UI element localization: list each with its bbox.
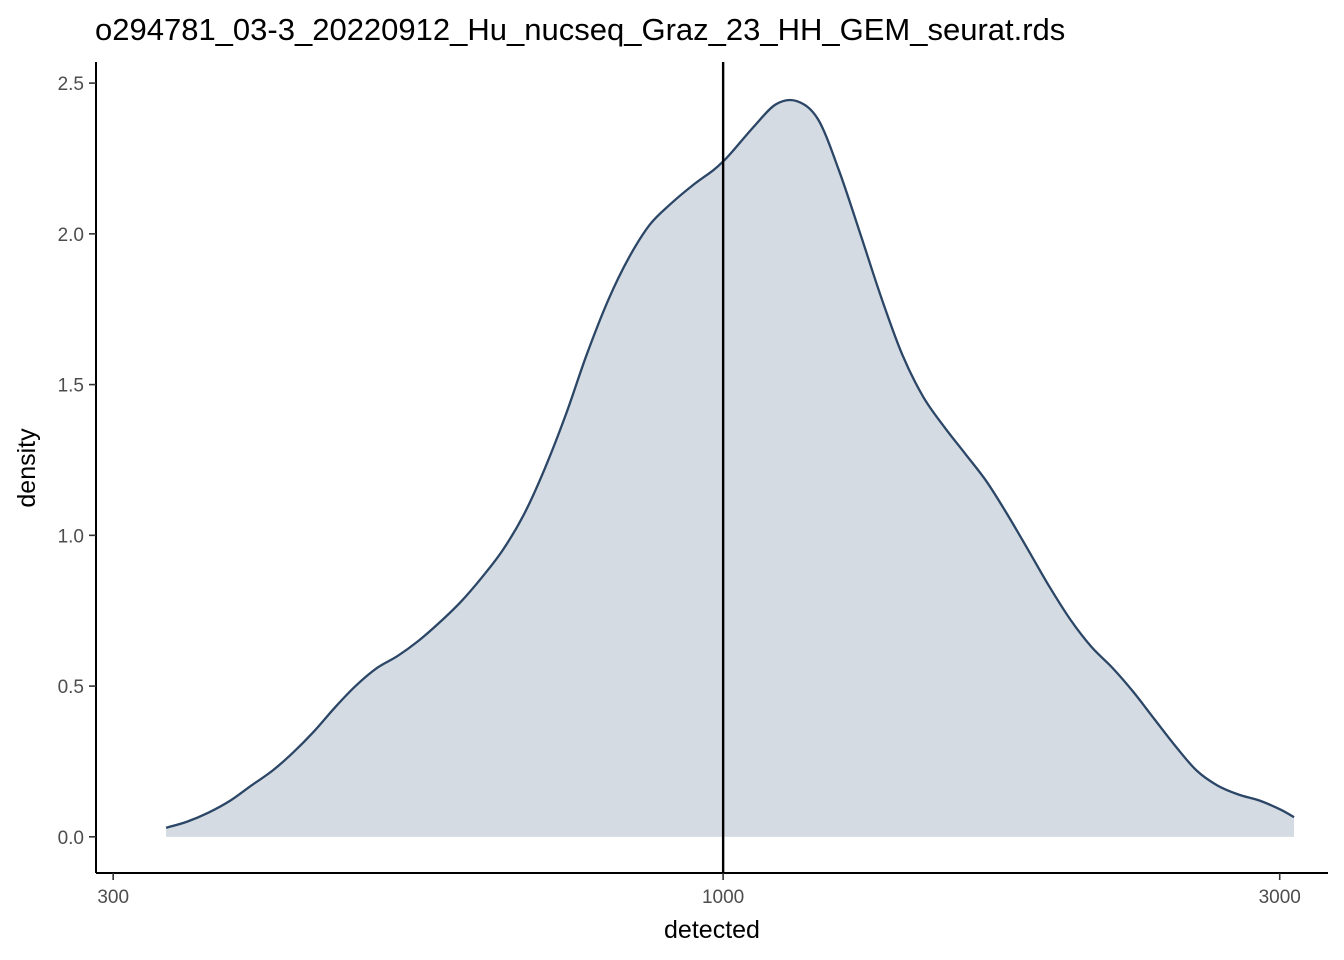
x-axis-ticks: 300 1000 3000 xyxy=(97,873,1301,908)
y-axis-title: density xyxy=(13,428,41,508)
y-axis-ticks: 0.0 0.5 1.0 1.5 2.0 2.5 xyxy=(58,74,96,849)
y-tick-label: 2.5 xyxy=(58,74,84,95)
x-tick-label: 300 xyxy=(97,887,129,908)
y-tick-label: 1.0 xyxy=(58,526,84,547)
y-tick-label: 1.5 xyxy=(58,376,84,397)
y-tick-label: 0.0 xyxy=(58,828,84,849)
x-tick-label: 1000 xyxy=(702,887,744,908)
y-tick-label: 2.0 xyxy=(58,225,84,246)
density-fill-area xyxy=(166,99,1295,837)
plot-area xyxy=(165,62,1295,873)
y-tick-label: 0.5 xyxy=(58,677,84,698)
density-curve xyxy=(165,98,1295,829)
x-axis-title: detected xyxy=(664,916,760,944)
x-tick-label: 3000 xyxy=(1259,887,1301,908)
chart-title: o294781_03-3_20220912_Hu_nucseq_Graz_23_… xyxy=(95,12,1065,47)
